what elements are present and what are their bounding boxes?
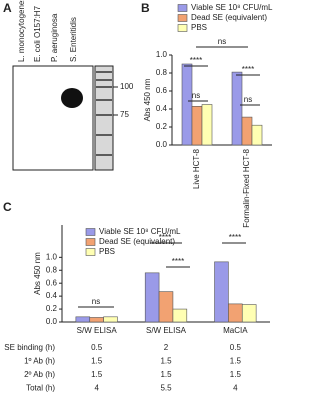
panel-label: C — [3, 200, 12, 214]
legend-label: Viable SE 10⁸ CFU/mL — [191, 3, 273, 12]
y-tick-label: 0.2 — [46, 304, 58, 313]
legend-label: PBS — [99, 247, 115, 256]
bar — [228, 303, 243, 323]
panel-label: A — [3, 1, 12, 15]
x-tick-label: Formalin-Fixed HCT-8 — [242, 148, 251, 227]
panel-label: B — [141, 1, 150, 15]
legend-swatch — [177, 4, 188, 12]
ladder-bands — [96, 71, 112, 156]
marker-label: 100 — [120, 82, 134, 91]
legend-swatch — [85, 228, 96, 236]
bar — [144, 272, 160, 323]
lane-label: P. aeruginosa — [50, 13, 59, 62]
row-label: 2º Ab (h) — [24, 370, 55, 379]
significance-label: **** — [242, 65, 254, 74]
bar — [201, 104, 213, 146]
legend-swatch — [85, 248, 96, 256]
legend-label: Viable SE 10⁸ CFU/mL — [99, 227, 181, 236]
y-axis-label: Abs 450 nm — [33, 252, 42, 295]
significance-label: ns — [192, 91, 200, 100]
bar — [241, 116, 253, 146]
bar — [241, 304, 257, 323]
lane-label: S. Enteritidis — [69, 17, 78, 62]
legend-swatch — [85, 238, 96, 246]
table-cell: 5.5 — [160, 384, 172, 393]
x-tick-label: S/W ELISA — [77, 326, 118, 335]
blot-band — [61, 88, 83, 108]
bar — [75, 316, 91, 323]
bar — [89, 317, 104, 323]
blot — [12, 65, 94, 171]
y-tick-label: 1.0 — [46, 252, 58, 261]
lane-label: E. coli O157:H7 — [33, 5, 42, 62]
bar — [103, 316, 118, 323]
bar — [214, 261, 229, 323]
row-label: 1º Ab (h) — [24, 357, 55, 366]
significance-label: **** — [229, 233, 241, 242]
table-cell: 1.5 — [230, 357, 242, 366]
bar — [251, 124, 263, 146]
y-tick-label: 1.0 — [156, 50, 168, 59]
row-label: Total (h) — [26, 384, 55, 393]
bar — [172, 308, 188, 323]
significance-label: **** — [190, 56, 202, 65]
legend-label: Dead SE (equivalent) — [191, 13, 267, 22]
legend-swatch — [177, 24, 188, 32]
marker-label: 75 — [120, 110, 129, 119]
y-tick-label: 0.0 — [46, 317, 58, 326]
ladder — [94, 65, 114, 171]
y-axis-label: Abs 450 nm — [143, 78, 152, 121]
y-tick-label: 0.8 — [46, 265, 58, 274]
legend-label: Dead SE (equivalent) — [99, 237, 175, 246]
significance-label: **** — [172, 257, 184, 266]
table-cell: 1.5 — [91, 370, 103, 379]
row-label: SE binding (h) — [4, 343, 55, 352]
significance-label: ns — [92, 297, 100, 306]
table-cell: 1.5 — [160, 357, 172, 366]
y-tick-label: 0.4 — [156, 104, 168, 113]
y-tick-label: 0.4 — [46, 291, 58, 300]
significance-label: ns — [244, 95, 252, 104]
y-tick-label: 0.6 — [46, 278, 58, 287]
significance-label: **** — [159, 233, 171, 242]
y-tick-label: 0.2 — [156, 122, 168, 131]
table-cell: 4 — [94, 384, 99, 393]
x-tick-label: Live HCT-8 — [192, 148, 201, 189]
table-cell: 1.5 — [230, 370, 242, 379]
table-cell: 4 — [233, 384, 238, 393]
y-tick-label: 0.6 — [156, 86, 168, 95]
y-tick-label: 0.0 — [156, 140, 168, 149]
table-cell: 0.5 — [230, 343, 242, 352]
x-tick-label: MaCIA — [223, 326, 248, 335]
y-tick-label: 0.8 — [156, 68, 168, 77]
bar — [231, 71, 243, 146]
table-cell: 2 — [164, 343, 169, 352]
significance-label: ns — [218, 37, 226, 46]
table-cell: 0.5 — [91, 343, 103, 352]
table-cell: 1.5 — [160, 370, 172, 379]
bar — [191, 106, 203, 146]
legend-swatch — [177, 14, 188, 22]
legend-label: PBS — [191, 23, 207, 32]
lane-label: L. monocytogenes — [17, 0, 26, 62]
bar — [158, 291, 174, 323]
table-cell: 1.5 — [91, 357, 103, 366]
figure: A B C 100 75 L. monocytogenes E. coli O15… — [3, 0, 273, 393]
x-tick-label: S/W ELISA — [146, 326, 187, 335]
bar — [181, 63, 193, 146]
